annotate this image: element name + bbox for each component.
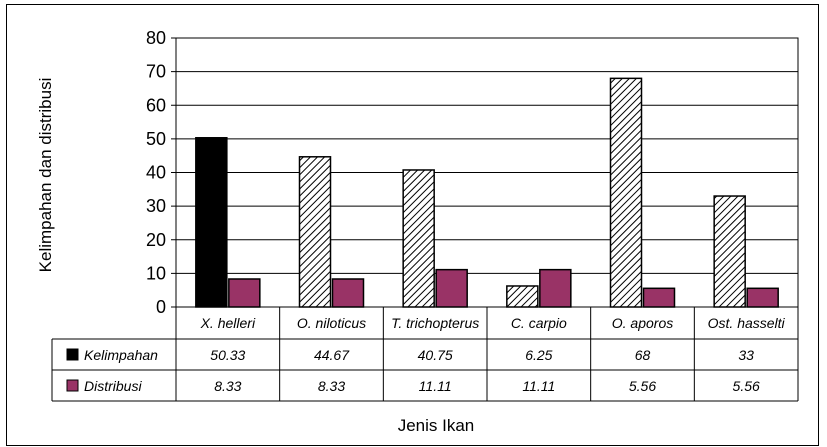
data-label: 40.75: [418, 347, 453, 363]
data-label: 8.33: [318, 378, 345, 394]
category-label: T. trichopterus: [391, 315, 479, 331]
data-label: 5.56: [629, 378, 656, 394]
category-label: Ost. hasselti: [708, 315, 786, 331]
chart-frame: [6, 4, 819, 446]
data-label: 8.33: [214, 378, 241, 394]
data-label: 11.11: [522, 378, 555, 394]
legend-label-kelimpahan: Kelimpahan: [84, 347, 158, 363]
bar-distribusi-t-trichopterus: [435, 268, 468, 308]
bar-kelimpahan-c-carpio: [506, 285, 539, 308]
data-table: X. helleri O. niloticus T. trichopterus C. …: [51, 306, 799, 402]
gridlines: [176, 37, 798, 274]
legend-label-distribusi: Distribusi: [84, 378, 142, 394]
bar-distribusi-ost-hasselti: [746, 287, 779, 308]
y-tick-label: 0: [156, 297, 166, 317]
data-label: 5.56: [733, 378, 760, 394]
bar-kelimpahan-o-aporos: [609, 77, 643, 308]
bar-distribusi-o-niloticus: [331, 278, 365, 308]
y-tick-label: 30: [146, 196, 166, 216]
data-label: 6.25: [525, 347, 552, 363]
legend-swatch-kelimpahan: [66, 348, 79, 361]
data-label: 11.11: [419, 378, 452, 394]
y-tick-label: 50: [146, 129, 166, 149]
x-axis-label: Jenis Ikan: [398, 416, 475, 435]
bar-kelimpahan-x-helleri: [195, 137, 228, 308]
category-label: X. helleri: [200, 315, 256, 331]
y-axis-label: Kelimpahan dan distribusi: [36, 78, 55, 273]
bars: [195, 77, 779, 308]
y-tick-label: 40: [146, 163, 166, 183]
category-label: C. carpio: [511, 315, 567, 331]
y-tick-label: 10: [146, 263, 166, 283]
axes: 0 10 20 30 40 50 60 70 80: [146, 28, 799, 317]
legend-swatch-distribusi: [66, 379, 79, 392]
y-tick-label: 60: [146, 95, 166, 115]
bar-kelimpahan-t-trichopterus: [402, 169, 435, 308]
data-label: 44.67: [314, 347, 350, 363]
bar-distribusi-o-aporos: [642, 287, 676, 308]
bar-distribusi-c-carpio: [539, 268, 572, 308]
y-tick-label: 80: [146, 28, 166, 48]
bar-kelimpahan-ost-hasselti: [713, 195, 746, 308]
category-label: O. aporos: [612, 315, 673, 331]
bar-kelimpahan-o-niloticus: [298, 156, 332, 308]
category-label: O. niloticus: [297, 315, 366, 331]
data-label: 50.33: [210, 347, 245, 363]
y-tick-label: 20: [146, 230, 166, 250]
data-label: 68: [635, 347, 651, 363]
data-label: 33: [738, 347, 754, 363]
bar-distribusi-x-helleri: [228, 278, 261, 308]
y-tick-label: 70: [146, 62, 166, 82]
